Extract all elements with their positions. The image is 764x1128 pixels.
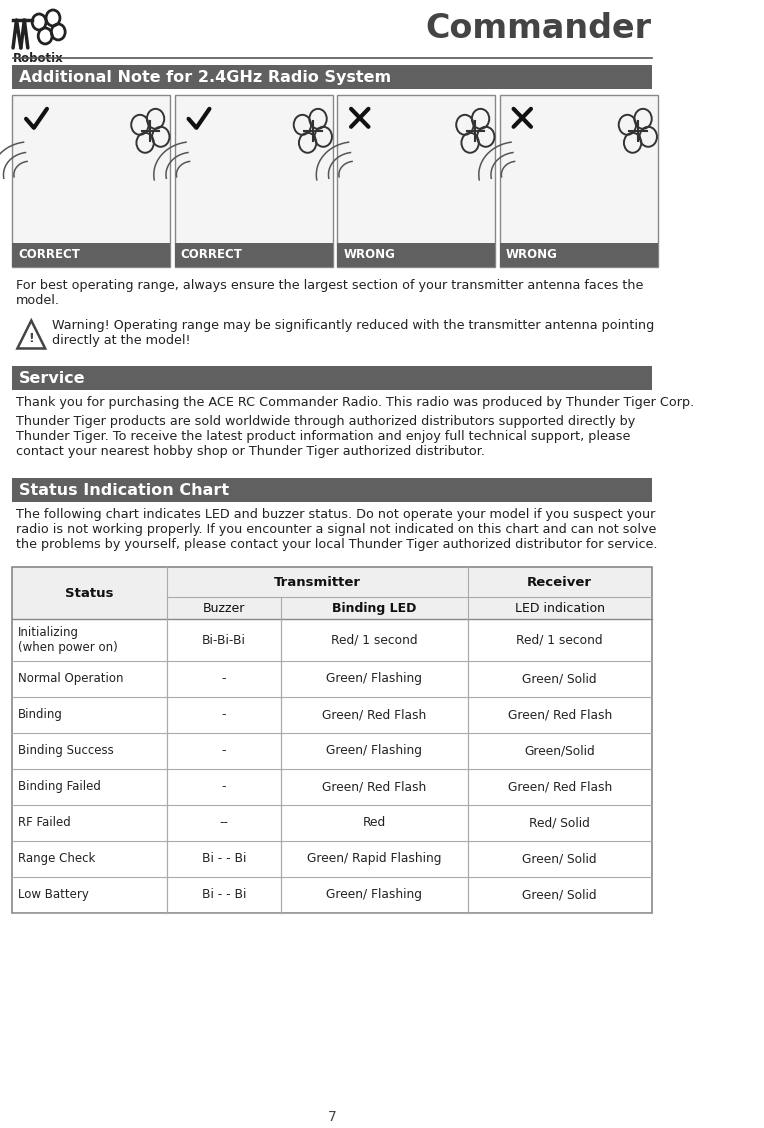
Bar	[12, 769, 652, 804]
Text: Low Battery: Low Battery	[18, 888, 89, 901]
Text: Commander: Commander	[426, 12, 652, 45]
Bar	[12, 95, 170, 266]
Text: WRONG: WRONG	[506, 248, 558, 261]
Bar	[12, 840, 652, 876]
Text: WRONG: WRONG	[343, 248, 395, 261]
Bar	[12, 804, 652, 840]
Bar	[12, 619, 652, 661]
Text: Red/ Solid: Red/ Solid	[529, 817, 590, 829]
Text: -: -	[222, 708, 226, 722]
Text: Green/Solid: Green/Solid	[524, 744, 595, 757]
Text: Green/ Solid: Green/ Solid	[523, 888, 597, 901]
Bar	[12, 567, 652, 913]
Text: Thunder Tiger. To receive the latest product information and enjoy full technica: Thunder Tiger. To receive the latest pro…	[15, 431, 630, 443]
Text: contact your nearest hobby shop or Thunder Tiger authorized distributor.: contact your nearest hobby shop or Thund…	[15, 446, 484, 458]
Text: Thank you for purchasing the ACE RC Commander Radio. This radio was produced by : Thank you for purchasing the ACE RC Comm…	[15, 396, 694, 409]
Bar	[500, 95, 658, 266]
Text: Green/ Rapid Flashing: Green/ Rapid Flashing	[307, 853, 442, 865]
Text: Additional Note for 2.4GHz Radio System: Additional Note for 2.4GHz Radio System	[19, 70, 391, 85]
Text: CORRECT: CORRECT	[18, 248, 80, 261]
Text: Binding LED: Binding LED	[332, 601, 416, 615]
Bar	[500, 95, 658, 266]
Text: Green/ Flashing: Green/ Flashing	[326, 888, 422, 901]
Bar	[337, 95, 495, 266]
Text: Green/ Solid: Green/ Solid	[523, 853, 597, 865]
Text: Red/ 1 second: Red/ 1 second	[516, 634, 603, 646]
Text: Normal Operation: Normal Operation	[18, 672, 124, 686]
Bar	[12, 697, 652, 733]
Text: Binding: Binding	[18, 708, 63, 722]
Text: Status Indication Chart: Status Indication Chart	[19, 483, 229, 499]
Text: Binding Failed: Binding Failed	[18, 781, 101, 793]
Text: Transmitter: Transmitter	[274, 575, 361, 589]
Text: Green/ Red Flash: Green/ Red Flash	[507, 708, 612, 722]
Text: directly at the model!: directly at the model!	[52, 334, 191, 346]
Text: radio is not working properly. If you encounter a signal not indicated on this c: radio is not working properly. If you en…	[15, 523, 656, 536]
Text: -: -	[222, 781, 226, 793]
Text: -: -	[222, 744, 226, 757]
Text: Initializing
(when power on): Initializing (when power on)	[18, 626, 118, 654]
Text: Green/ Flashing: Green/ Flashing	[326, 744, 422, 757]
Bar	[12, 367, 652, 390]
Bar	[12, 876, 652, 913]
Text: Green/ Red Flash: Green/ Red Flash	[322, 781, 426, 793]
Bar	[12, 567, 652, 597]
Bar	[337, 243, 495, 266]
Text: Bi-Bi-Bi: Bi-Bi-Bi	[202, 634, 246, 646]
Text: Green/ Red Flash: Green/ Red Flash	[322, 708, 426, 722]
Text: Thunder Tiger products are sold worldwide through authorized distributors suppor: Thunder Tiger products are sold worldwid…	[15, 415, 635, 429]
Bar	[12, 597, 652, 619]
Bar	[12, 661, 652, 697]
Text: the problems by yourself, please contact your local Thunder Tiger authorized dis: the problems by yourself, please contact…	[15, 538, 657, 552]
Text: Bi - - Bi: Bi - - Bi	[202, 888, 246, 901]
Text: The following chart indicates LED and buzzer status. Do not operate your model i: The following chart indicates LED and bu…	[15, 509, 655, 521]
Text: Binding Success: Binding Success	[18, 744, 114, 757]
Bar	[175, 243, 333, 266]
Text: Green/ Red Flash: Green/ Red Flash	[507, 781, 612, 793]
Text: Buzzer: Buzzer	[202, 601, 245, 615]
Bar	[12, 478, 652, 502]
Text: 7: 7	[328, 1110, 336, 1125]
Bar	[12, 733, 652, 769]
Bar	[175, 95, 333, 266]
Text: Service: Service	[19, 371, 86, 387]
Text: --: --	[219, 817, 228, 829]
Bar	[12, 65, 652, 89]
Text: Robotix: Robotix	[13, 52, 63, 65]
Text: Green/ Solid: Green/ Solid	[523, 672, 597, 686]
Text: Red/ 1 second: Red/ 1 second	[331, 634, 417, 646]
Text: LED indication: LED indication	[515, 601, 604, 615]
Bar	[12, 243, 170, 266]
Text: RF Failed: RF Failed	[18, 817, 71, 829]
Text: Range Check: Range Check	[18, 853, 96, 865]
Bar	[175, 95, 333, 266]
Text: model.: model.	[15, 293, 60, 307]
Text: -: -	[222, 672, 226, 686]
Text: For best operating range, always ensure the largest section of your transmitter : For best operating range, always ensure …	[15, 279, 643, 291]
Bar	[337, 95, 495, 266]
Text: Warning! Operating range may be significantly reduced with the transmitter anten: Warning! Operating range may be signific…	[52, 318, 655, 332]
Text: !: !	[28, 332, 34, 345]
Text: CORRECT: CORRECT	[181, 248, 243, 261]
Text: Green/ Flashing: Green/ Flashing	[326, 672, 422, 686]
Text: Status: Status	[65, 587, 114, 600]
Text: Red: Red	[363, 817, 386, 829]
Text: Bi - - Bi: Bi - - Bi	[202, 853, 246, 865]
Text: Receiver: Receiver	[527, 575, 592, 589]
Bar	[12, 95, 170, 266]
Bar	[500, 243, 658, 266]
